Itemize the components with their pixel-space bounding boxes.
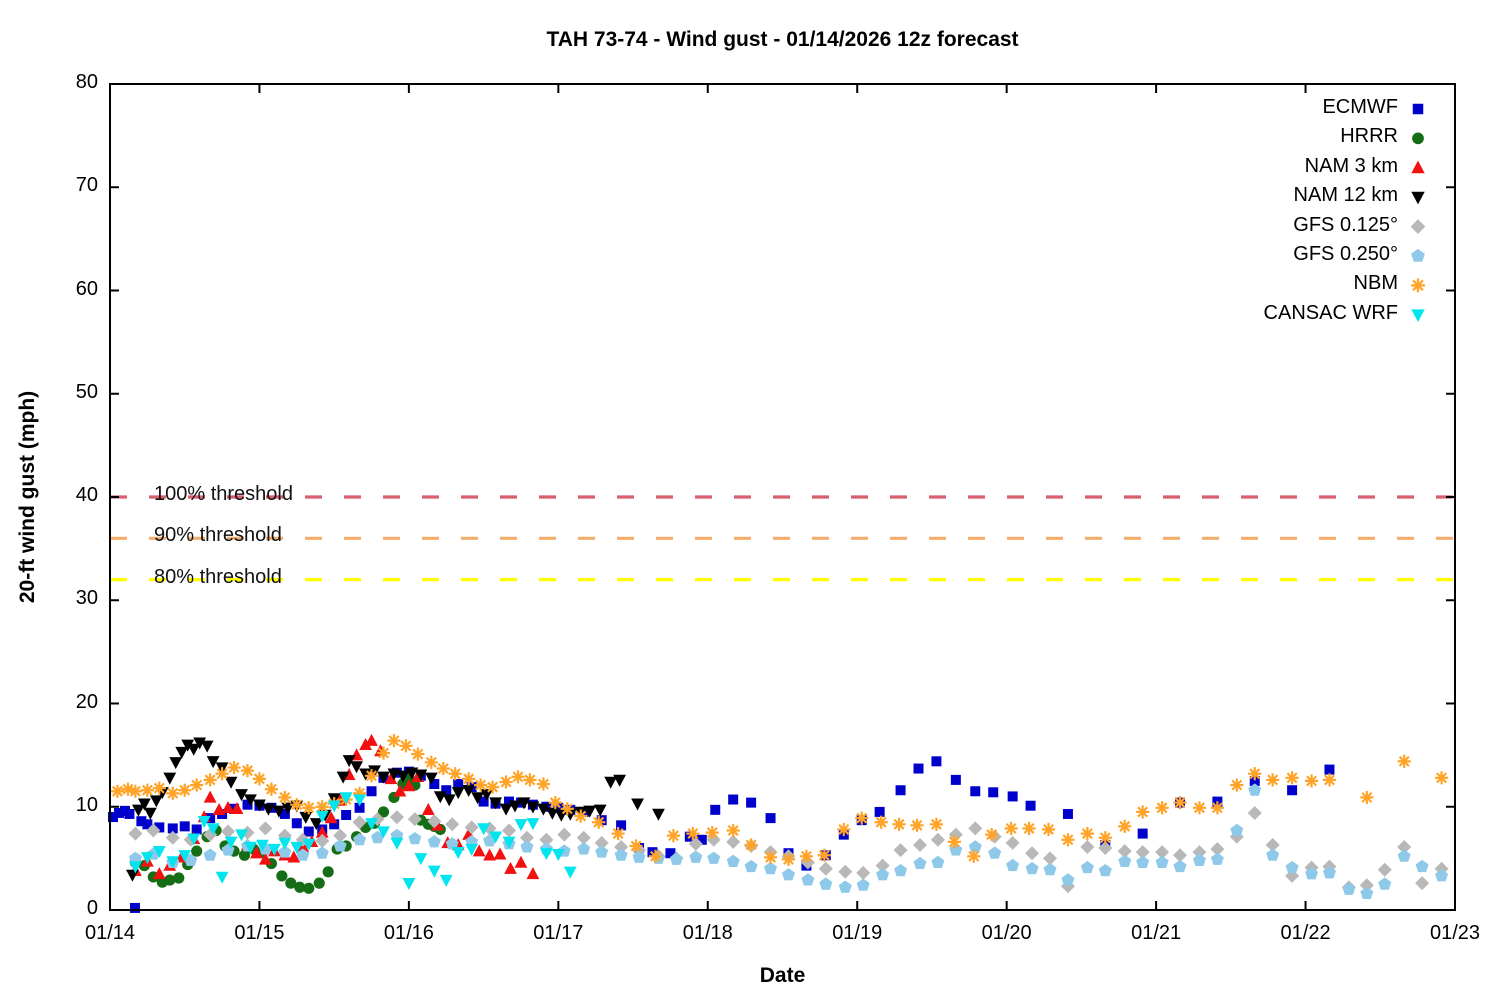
- x-tick-label: 01/15: [234, 922, 285, 944]
- y-tick-label: 0: [86, 897, 98, 919]
- legend-marker-NBM: [1411, 278, 1425, 293]
- legend-label-HRRR: HRRR: [1340, 125, 1398, 148]
- series-points-GFS-0-250-: [128, 783, 1449, 899]
- y-tick-label: 50: [75, 380, 98, 403]
- x-tick-label: 01/23: [1429, 922, 1481, 944]
- x-tick-label: 01/22: [1280, 922, 1331, 944]
- x-tick-label: 01/14: [84, 922, 136, 944]
- y-tick-label: 10: [75, 793, 98, 816]
- threshold-label-40: 100% threshold: [154, 483, 293, 505]
- x-tick-label: 01/21: [1131, 922, 1182, 944]
- series-points-NBM: [110, 734, 1449, 867]
- x-tick-label: 01/18: [682, 922, 733, 944]
- x-tick-label: 01/20: [981, 922, 1032, 944]
- legend-marker-CANSAC-WRF: [1411, 309, 1425, 322]
- legend-marker-ECMWF: [1412, 103, 1424, 115]
- legend-label-NBM: NBM: [1353, 272, 1398, 295]
- x-tick-label: 01/19: [832, 922, 883, 944]
- x-tick-label: 01/16: [383, 922, 434, 944]
- y-tick-label: 80: [75, 71, 98, 93]
- y-tick-label: 60: [75, 277, 98, 300]
- legend-label-CANSAC-WRF: CANSAC WRF: [1263, 301, 1398, 324]
- chart-title: TAH 73-74 - Wind gust - 01/14/2026 12z f…: [546, 28, 1019, 51]
- legend-marker-GFS-0-250-: [1411, 248, 1425, 262]
- legend-label-NAM-12-km: NAM 12 km: [1293, 184, 1398, 207]
- series-points-CANSAC-WRF: [129, 792, 577, 890]
- series-points-NAM-12-km: [126, 737, 665, 882]
- threshold-label-36: 90% threshold: [154, 524, 282, 547]
- legend-label-ECMWF: ECMWF: [1322, 96, 1398, 118]
- y-tick-label: 30: [75, 587, 98, 610]
- y-tick-label: 70: [75, 174, 98, 197]
- x-axis-label: Date: [759, 964, 806, 987]
- series-points-ECMWF: [107, 756, 1335, 913]
- y-tick-label: 20: [75, 690, 98, 713]
- threshold-label-32: 80% threshold: [154, 565, 282, 588]
- legend-label-GFS-0-125-: GFS 0.125°: [1293, 213, 1398, 236]
- legend-label-NAM-3-km: NAM 3 km: [1304, 154, 1398, 177]
- legend-label-GFS-0-250-: GFS 0.250°: [1293, 243, 1398, 265]
- legend-marker-HRRR: [1412, 132, 1424, 145]
- x-tick-label: 01/17: [533, 922, 584, 944]
- legend-marker-GFS-0-125-: [1410, 219, 1426, 234]
- legend-marker-NAM-12-km: [1411, 191, 1425, 205]
- legend-marker-NAM-3-km: [1411, 160, 1425, 174]
- y-tick-label: 40: [75, 484, 98, 506]
